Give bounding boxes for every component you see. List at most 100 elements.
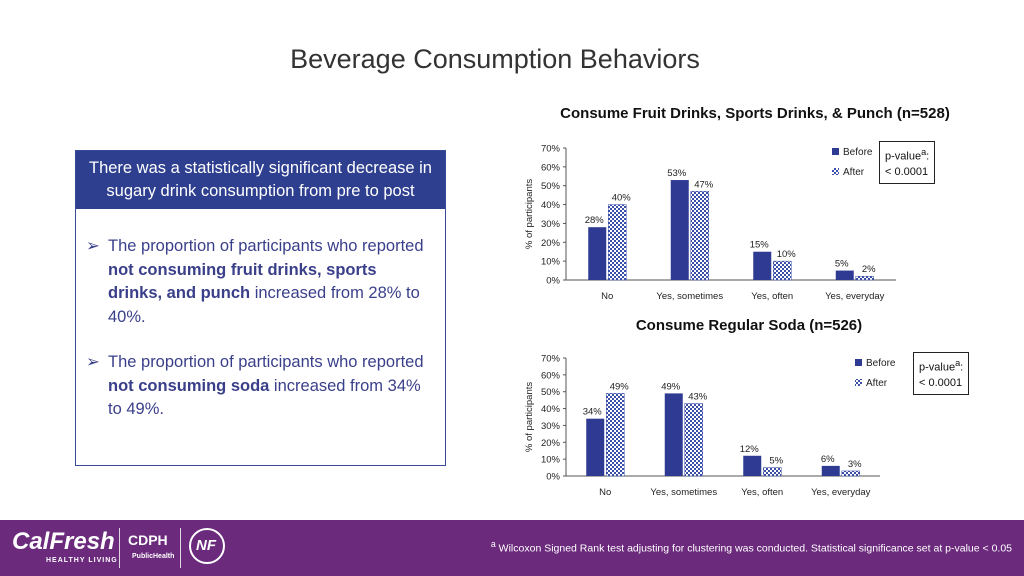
y-tick-label: 30%	[541, 219, 561, 230]
page-title: Beverage Consumption Behaviors	[290, 44, 700, 74]
summary-header: There was a statistically significant de…	[76, 151, 445, 209]
y-tick-label: 20%	[541, 438, 561, 449]
pvalue-superscript: a	[955, 358, 961, 368]
bullet-text-post: increased from 28% to 40%.	[108, 284, 420, 326]
category-label: Yes, often	[741, 487, 783, 498]
data-label: 49%	[610, 381, 630, 392]
calfresh-logo: CalFresh	[12, 528, 115, 555]
pvalue-text: < 0.0001	[919, 376, 963, 389]
bar-after-1	[690, 191, 709, 281]
bullet-text-bold: not consuming fruit drinks, sports drink…	[108, 260, 377, 303]
y-tick-label: 50%	[541, 181, 561, 192]
bar-before-1	[670, 180, 689, 280]
bar-before-2	[743, 455, 762, 476]
calfresh-logo-sub: HEALTHY LIVING	[46, 557, 118, 564]
data-label: 34%	[583, 407, 603, 418]
data-label: 2%	[862, 264, 876, 275]
legend-label-after: After	[843, 167, 865, 178]
footnote-superscript: a	[490, 539, 496, 549]
bar-after-3	[855, 275, 874, 281]
data-label: 5%	[769, 456, 783, 467]
bullet-fruit-drinks: ➢ The proportion of participants who rep…	[84, 235, 431, 329]
bar-after-0	[608, 204, 627, 281]
bar-after-3	[841, 470, 860, 477]
cdph-logo-sub: PublicHealth	[132, 553, 175, 560]
data-label: 43%	[688, 392, 708, 403]
y-tick-label: 70%	[541, 354, 561, 365]
y-tick-label: 40%	[541, 404, 561, 415]
data-label: 53%	[667, 168, 687, 179]
legend-swatch-after	[832, 168, 839, 175]
arrow-bullet-icon: ➢	[86, 353, 100, 371]
arrow-bullet-icon: ➢	[86, 237, 100, 255]
legend-label-after: After	[866, 378, 888, 389]
bar-after-1	[684, 403, 703, 477]
bar-before-3	[835, 270, 854, 280]
pvalue-colon: :	[960, 361, 964, 374]
data-label: 5%	[835, 259, 849, 270]
data-label: 12%	[740, 444, 760, 455]
legend-swatch-before	[832, 148, 839, 155]
pvalue-label: p-value	[885, 150, 922, 163]
footer-bar: CalFresh HEALTHY LIVING CDPH PublicHealt…	[0, 520, 1024, 576]
bar-before-2	[753, 251, 772, 280]
category-label: No	[599, 487, 611, 498]
summary-box: There was a statistically significant de…	[75, 150, 446, 466]
chart-1-svg: 0% 10% 20% 30% 40% 50% 60% 70% % of participants…	[524, 144, 896, 302]
y-tick-label: 10%	[541, 455, 561, 466]
y-axis-label: % of participants	[524, 179, 535, 249]
summary-bullets: ➢ The proportion of participants who rep…	[76, 209, 445, 422]
data-label: 40%	[612, 193, 632, 204]
bullet-text-post: increased from 34% to 49%.	[108, 376, 421, 419]
bar-before-3	[821, 465, 840, 476]
legend-label-before: Before	[866, 358, 896, 369]
chart-1-title: Consume Fruit Drinks, Sports Drinks, & P…	[560, 105, 950, 122]
cdph-logo: CDPH	[128, 532, 168, 548]
pvalue-colon: :	[926, 150, 930, 163]
y-tick-label: 40%	[541, 200, 561, 211]
y-tick-label: 60%	[541, 370, 561, 381]
y-tick-label: 30%	[541, 421, 561, 432]
y-tick-label: 0%	[546, 276, 560, 287]
chart-2-pvalue-box: p-valuea: < 0.0001	[913, 352, 970, 395]
y-tick-label: 70%	[541, 144, 561, 155]
chart-1-pvalue-box: p-valuea: < 0.0001	[879, 141, 936, 184]
bar-after-2	[763, 467, 782, 477]
bullet-text-bold: not consuming soda	[108, 376, 270, 395]
footnote: a Wilcoxon Signed Rank test adjusting fo…	[491, 539, 1012, 555]
y-tick-label: 60%	[541, 162, 561, 173]
bar-before-0	[586, 418, 605, 476]
data-label: 10%	[777, 249, 797, 260]
chart-2-svg: 0% 10% 20% 30% 40% 50% 60% 70% % of participants…	[524, 354, 896, 499]
footnote-text: Wilcoxon Signed Rank test adjusting for …	[495, 542, 1012, 555]
category-label: Yes, everyday	[825, 291, 885, 302]
y-tick-label: 20%	[541, 238, 561, 249]
bar-after-0	[606, 393, 625, 477]
pvalue-superscript: a	[921, 147, 927, 157]
data-label: 49%	[661, 381, 681, 392]
y-tick-label: 10%	[541, 257, 561, 268]
data-label: 15%	[750, 240, 770, 251]
bullet-soda: ➢ The proportion of participants who rep…	[84, 351, 431, 422]
category-label: No	[601, 291, 613, 302]
bar-before-0	[588, 227, 607, 280]
y-axis-label: % of participants	[524, 382, 535, 452]
data-label: 47%	[694, 179, 714, 190]
nf-logo-circle: NF	[189, 528, 225, 564]
legend-swatch-after	[855, 379, 862, 386]
y-tick-label: 0%	[546, 472, 560, 483]
legend-label-before: Before	[843, 147, 873, 158]
chart-2-title: Consume Regular Soda (n=526)	[635, 317, 863, 334]
data-label: 3%	[848, 459, 862, 470]
nf-logo: NF	[196, 537, 216, 554]
bullet-text-pre: The proportion of participants who repor…	[108, 353, 424, 371]
data-label: 6%	[821, 454, 835, 465]
pvalue-text: < 0.0001	[885, 165, 929, 178]
logo-divider	[180, 528, 181, 568]
category-label: Yes, sometimes	[650, 487, 717, 498]
bar-after-2	[773, 260, 792, 281]
category-label: Yes, sometimes	[656, 291, 723, 302]
category-label: Yes, everyday	[811, 487, 871, 498]
logo-divider	[119, 528, 120, 568]
bar-before-1	[664, 393, 683, 476]
